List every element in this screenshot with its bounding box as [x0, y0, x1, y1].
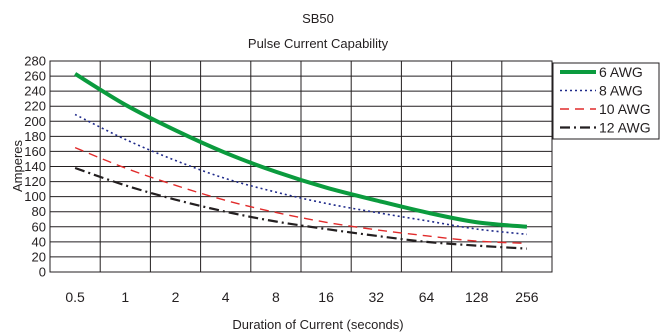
- legend-label: 8 AWG: [599, 83, 643, 99]
- x-tick-label: 8: [272, 289, 280, 305]
- series-line-12-awg: [74, 166, 527, 250]
- plot-frame: [49, 60, 553, 273]
- legend-label: 6 AWG: [599, 64, 643, 80]
- x-tick-label: 64: [419, 289, 435, 305]
- series-lines: [74, 72, 528, 250]
- x-tick-label: 1: [121, 289, 129, 305]
- y-tick-label: 260: [24, 69, 46, 84]
- chart-subtitle: Pulse Current Capability: [248, 36, 389, 51]
- series-line-6-awg: [74, 72, 528, 229]
- x-tick-label: 128: [465, 289, 489, 305]
- y-tick-label: 0: [39, 265, 46, 280]
- y-tick-label: 160: [24, 144, 46, 159]
- y-tick-label: 220: [24, 99, 46, 114]
- x-tick-label: 4: [222, 289, 230, 305]
- y-tick-label: 20: [32, 249, 46, 264]
- y-tick-label: 200: [24, 114, 46, 129]
- y-tick-label: 40: [32, 234, 46, 249]
- grid: [50, 61, 552, 272]
- y-tick-label: 80: [32, 204, 46, 219]
- x-tick-label: 0.5: [65, 289, 85, 305]
- legend-label: 10 AWG: [599, 101, 651, 117]
- x-tick-label: 16: [318, 289, 334, 305]
- y-tick-label: 60: [32, 219, 46, 234]
- y-tick-label: 280: [24, 54, 46, 69]
- legend-box: [552, 62, 660, 140]
- y-tick-label: 240: [24, 84, 46, 99]
- x-tick-label: 2: [172, 289, 180, 305]
- series-line-8-awg: [74, 113, 527, 236]
- legend-label: 12 AWG: [599, 120, 651, 136]
- chart-title: SB50: [302, 11, 334, 26]
- legend: 6 AWG 8 AWG 10 AWG 12 AWG: [552, 62, 660, 140]
- x-axis-label: Duration of Current (seconds): [232, 317, 403, 332]
- x-axis-ticks: 0.5 1 2 4 8 16 32 64 128 256: [65, 289, 538, 305]
- x-tick-label: 256: [515, 289, 539, 305]
- y-tick-label: 120: [24, 174, 46, 189]
- y-axis-label: Amperes: [10, 139, 25, 192]
- series-line-10-awg: [74, 147, 527, 245]
- y-tick-label: 180: [24, 129, 46, 144]
- y-tick-label: 100: [24, 189, 46, 204]
- y-tick-label: 140: [24, 159, 46, 174]
- x-tick-label: 32: [369, 289, 385, 305]
